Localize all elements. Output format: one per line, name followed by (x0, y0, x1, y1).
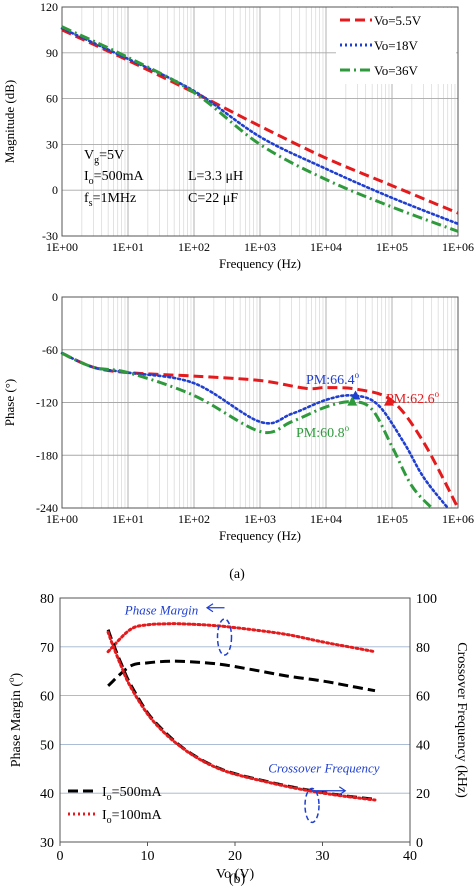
y-tick-label: 80 (40, 592, 54, 607)
y-tick-label: 40 (40, 787, 54, 802)
x-axis-label: Vo (V) (216, 867, 255, 882)
phase-margin-chart: 30 40 50 60 70 80 0 20 40 60 80 100 0 10 20 30 40 Vo (V) P… (6, 592, 469, 882)
x-axis-label: Frequency (Hz) (219, 256, 301, 271)
crossover-ellipse (304, 787, 320, 824)
plot-frame (61, 6, 459, 237)
pm-annotation: PM:60.8o (296, 423, 350, 441)
x-tick-label: 1E+04 (310, 240, 342, 254)
y-tick-label: -240 (36, 501, 58, 515)
y-tick-label: 30 (40, 836, 54, 851)
x-tick-label: 30 (316, 849, 330, 864)
pm-marker (350, 390, 361, 400)
y-axis-label: Phase Margin (o) (6, 672, 24, 767)
series-line-vo-18v (60, 27, 460, 226)
x-tick-label: 1E+03 (244, 512, 276, 526)
plot-frame (61, 296, 459, 509)
y-tick-label: -30 (42, 229, 58, 243)
legend-label: Vo=5.5V (374, 13, 422, 28)
y-tick-label: 60 (40, 690, 54, 705)
x-tick-label: 40 (403, 849, 417, 864)
series-line-pm-1 (106, 622, 377, 654)
y-tick-label: -60 (42, 343, 58, 357)
y2-tick-label: 20 (416, 787, 430, 802)
y2-tick-label: 0 (416, 836, 423, 851)
caption-a: (a) (229, 567, 245, 582)
y-axis-label: Phase (°) (2, 379, 17, 426)
x-tick-label: 1E+00 (46, 512, 78, 526)
x-tick-label: 1E+01 (112, 512, 144, 526)
y2-tick-label: 40 (416, 738, 430, 753)
series-line-vo-5-5v (61, 28, 459, 215)
crossover-annotation: Crossover Frequency (268, 760, 380, 775)
y-tick-label: 60 (46, 92, 58, 106)
y-tick-label: 120 (40, 0, 58, 14)
y2-tick-label: 60 (416, 690, 430, 705)
series-line-2 (61, 351, 433, 510)
annotation-io: Io=500mA (84, 169, 144, 187)
pm-marker (383, 396, 394, 406)
x-tick-label: 1E+02 (178, 240, 210, 254)
annotation-vg: Vg=5V (84, 148, 124, 166)
x-tick-label: 1E+06 (442, 240, 474, 254)
x-tick-label: 1E+05 (376, 512, 408, 526)
y-tick-label: 70 (40, 641, 54, 656)
x-tick-label: 1E+04 (310, 512, 342, 526)
y-tick-label: -180 (36, 448, 58, 462)
y-tick-label: 90 (46, 46, 58, 60)
series-line-pm-0 (107, 659, 376, 693)
phase-margin-arrowhead (205, 603, 214, 613)
x-tick-label: 0 (57, 849, 64, 864)
legend-label: Vo=36V (374, 63, 419, 78)
pm-marker (347, 396, 358, 406)
x-tick-label: 1E+05 (376, 240, 408, 254)
y-tick-label: 0 (52, 183, 58, 197)
x-tick-label: 20 (228, 849, 242, 864)
y-tick-label: -120 (36, 396, 58, 410)
y-axis-label: Magnitude (dB) (2, 80, 17, 163)
y-tick-label: 0 (52, 290, 58, 304)
legend: Vo=5.5V Vo=18V Vo=36V (336, 8, 456, 84)
phase-margin-annotation: Phase Margin (124, 603, 199, 618)
series-line-fc-3 (106, 630, 377, 802)
legend: Io=500mA Io=100mA (68, 785, 162, 826)
y2-tick-label: 80 (416, 641, 430, 656)
x-tick-label: 1E+01 (112, 240, 144, 254)
x-tick-label: 1E+03 (244, 240, 276, 254)
legend-label: Io=100mA (102, 808, 162, 826)
y2-axis-label: Crossover Frequency (kHz) (454, 642, 469, 798)
y-tick-label: 30 (46, 137, 58, 151)
crossover-arrowhead (338, 786, 347, 796)
pm-annotation: PM:66.4o (306, 370, 360, 388)
x-tick-label: 1E+00 (46, 240, 78, 254)
x-tick-label: 1E+06 (442, 512, 474, 526)
plot-frame (59, 597, 411, 843)
series-line-0 (61, 351, 460, 509)
y-tick-label: 50 (40, 738, 54, 753)
phase-margin-ellipse (216, 618, 233, 656)
y2-tick-label: 100 (416, 592, 437, 607)
x-tick-label: 1E+02 (178, 512, 210, 526)
annotation-fs: fs=1MHz (84, 191, 136, 209)
x-axis-label: Frequency (Hz) (219, 528, 301, 543)
pm-annotation: PM:62.6o (386, 389, 440, 407)
annotation-c: C=22 μF (188, 191, 238, 206)
x-tick-label: 10 (141, 849, 155, 864)
legend-label: Vo=18V (374, 38, 419, 53)
legend-label: Io=500mA (102, 785, 162, 803)
caption-b: (b) (229, 872, 246, 887)
annotation-l: L=3.3 μH (188, 169, 243, 184)
